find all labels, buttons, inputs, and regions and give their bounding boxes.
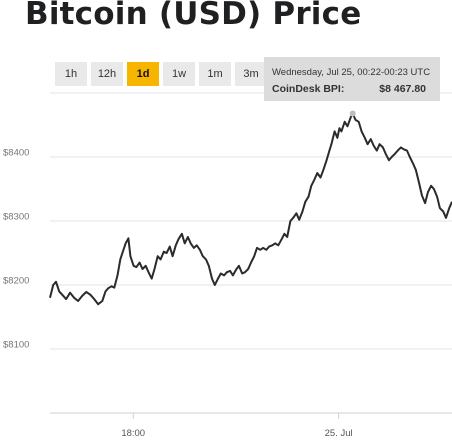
series-layer bbox=[49, 110, 452, 306]
x-tick-label: 25. Jul bbox=[325, 428, 353, 439]
y-tick-label: $8300 bbox=[3, 212, 29, 223]
tab-1d[interactable]: 1d bbox=[127, 62, 159, 86]
y-tick-label: $8100 bbox=[3, 340, 29, 351]
y-tick-label: $8200 bbox=[3, 276, 29, 287]
price-line bbox=[49, 112, 452, 306]
tooltip-value: $8 467.80 bbox=[379, 83, 426, 95]
tab-3m[interactable]: 3m bbox=[235, 62, 267, 86]
y-axis-ticks: $8100 $8200 $8300 $8400 bbox=[3, 148, 29, 351]
tab-1h[interactable]: 1h bbox=[55, 62, 87, 86]
tab-1w[interactable]: 1w bbox=[163, 62, 195, 86]
price-tooltip: Wednesday, Jul 25, 00:22-00:23 UTC CoinD… bbox=[264, 57, 440, 101]
grid-lines bbox=[50, 92, 452, 350]
tooltip-label: CoinDesk BPI: bbox=[272, 83, 345, 95]
page-title: Bitcoin (USD) Price bbox=[25, 0, 362, 32]
tab-1m[interactable]: 1m bbox=[199, 62, 231, 86]
x-axis: 18:00 25. Jul bbox=[50, 412, 452, 439]
y-tick-label: $8400 bbox=[3, 148, 29, 159]
x-tick-label: 18:00 bbox=[121, 428, 145, 439]
hover-point bbox=[349, 110, 356, 117]
tab-12h[interactable]: 12h bbox=[91, 62, 123, 86]
tooltip-date: Wednesday, Jul 25, 00:22-00:23 UTC bbox=[272, 67, 431, 78]
